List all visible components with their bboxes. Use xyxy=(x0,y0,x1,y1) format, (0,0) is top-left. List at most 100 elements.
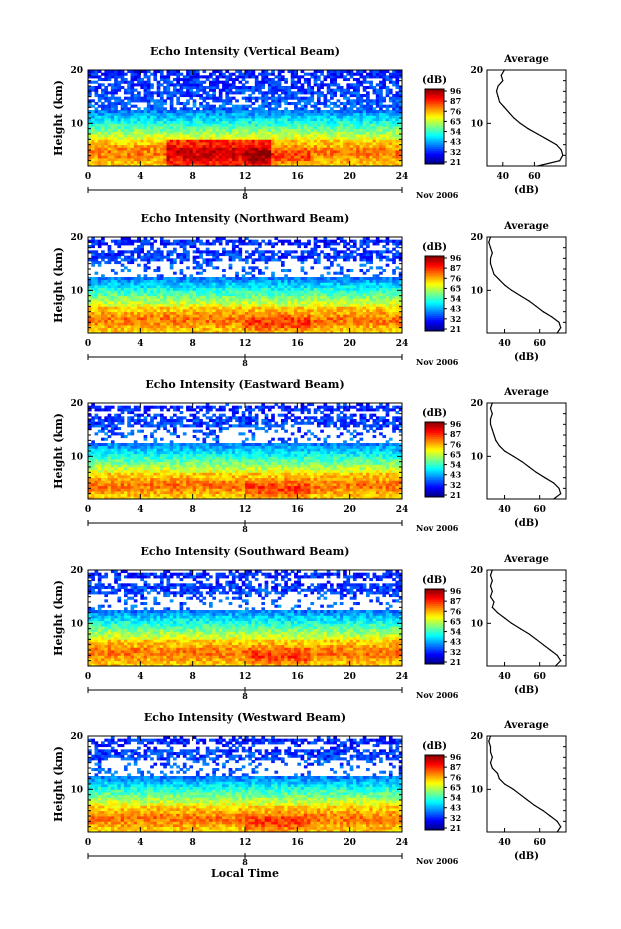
heatmap-cell xyxy=(254,112,259,116)
heatmap-cell xyxy=(215,139,220,143)
heatmap-cell xyxy=(169,118,174,122)
heatmap-cell xyxy=(97,128,102,132)
heatmap-cell xyxy=(388,78,393,82)
heatmap-cell xyxy=(107,144,112,148)
heatmap-cell xyxy=(199,317,203,321)
heatmap-cell xyxy=(110,290,115,294)
heatmap-cell xyxy=(258,309,262,313)
heatmap-cell xyxy=(212,99,216,103)
heatmap-cell xyxy=(192,118,197,122)
heatmap-cell xyxy=(359,102,364,106)
heatmap-cell xyxy=(146,99,151,103)
heatmap-cell xyxy=(182,120,187,124)
heatmap-cell xyxy=(133,83,138,87)
heatmap-cell xyxy=(146,309,151,313)
heatmap-cell xyxy=(114,75,118,79)
heatmap-cell xyxy=(294,160,298,164)
heatmap-cell xyxy=(120,163,125,167)
heatmap-cell xyxy=(343,160,347,164)
heatmap-cell xyxy=(352,285,357,289)
day-marker: 8 xyxy=(242,191,248,201)
heatmap-cell xyxy=(107,147,112,151)
heatmap-cell xyxy=(146,285,151,289)
heatmap-cell xyxy=(101,94,105,98)
heatmap-cell xyxy=(176,123,180,127)
heatmap-cell xyxy=(127,327,131,331)
heatmap-cell xyxy=(91,147,95,151)
heatmap-cell xyxy=(176,311,180,315)
heatmap-cell xyxy=(323,110,328,114)
heatmap-cell xyxy=(235,126,239,130)
heatmap-cell xyxy=(267,330,272,334)
heatmap-cell xyxy=(176,295,180,299)
heatmap-cell xyxy=(163,139,167,143)
heatmap-cell xyxy=(320,163,324,167)
heatmap-cell xyxy=(186,72,190,76)
heatmap-cell xyxy=(392,306,396,310)
heatmap-cell xyxy=(333,158,337,162)
heatmap-cell xyxy=(372,163,377,167)
heatmap-cell xyxy=(245,75,249,79)
heatmap-cell xyxy=(235,99,239,103)
heatmap-cell xyxy=(110,94,115,98)
heatmap-cell xyxy=(94,317,99,321)
heatmap-cell xyxy=(294,163,298,167)
heatmap-cell xyxy=(287,110,292,114)
heatmap-cell xyxy=(343,152,347,156)
heatmap-cell xyxy=(261,126,266,130)
heatmap-cell xyxy=(173,317,177,321)
heatmap-cell xyxy=(137,136,141,140)
heatmap-cell xyxy=(277,301,282,305)
heatmap-cell xyxy=(130,72,135,76)
heatmap-cell xyxy=(277,282,282,286)
heatmap-cell xyxy=(225,282,230,286)
heatmap-cell xyxy=(346,78,351,82)
heatmap-cell xyxy=(156,303,161,307)
heatmap-cell xyxy=(385,110,390,114)
heatmap-cell xyxy=(238,290,243,294)
heatmap-cell xyxy=(359,311,364,315)
heatmap-cell xyxy=(359,314,364,318)
heatmap-cell xyxy=(300,327,305,331)
heatmap-cell xyxy=(336,298,341,302)
colorbar-tick-label: 96 xyxy=(450,86,462,96)
heatmap-cell xyxy=(326,126,331,130)
heatmap-cell xyxy=(205,139,210,143)
heatmap-cell xyxy=(392,120,396,124)
heatmap-cell xyxy=(382,96,387,100)
heatmap-cell xyxy=(179,306,184,310)
heatmap-cell xyxy=(202,290,207,294)
heatmap-cell xyxy=(382,150,387,154)
colorbar-cell xyxy=(425,120,444,124)
heatmap-cell xyxy=(202,303,207,307)
heatmap-cell xyxy=(284,295,288,299)
heatmap-cell xyxy=(267,155,272,159)
heatmap-cell xyxy=(110,301,115,305)
heatmap-cell xyxy=(303,78,308,82)
heatmap-cell xyxy=(235,327,239,331)
heatmap-cell xyxy=(375,139,380,143)
heatmap-cell xyxy=(143,112,148,116)
heatmap-cell xyxy=(182,303,187,307)
heatmap-cell xyxy=(117,136,122,140)
heatmap-cell xyxy=(382,139,387,143)
heatmap-cell xyxy=(186,290,190,294)
heatmap-cell xyxy=(222,306,226,310)
heatmap-cell xyxy=(104,88,109,92)
heatmap-cell xyxy=(146,131,151,135)
heatmap-cell xyxy=(123,88,128,92)
colorbar-cell xyxy=(425,145,444,148)
heatmap-cell xyxy=(146,301,151,305)
heatmap-cell xyxy=(192,134,197,138)
heatmap-cell xyxy=(267,322,272,326)
heatmap-cell xyxy=(323,139,328,143)
heatmap-cell xyxy=(159,158,164,162)
heatmap-cell xyxy=(195,290,200,294)
heatmap-cell xyxy=(104,139,109,143)
heatmap-cell xyxy=(166,144,171,148)
heatmap-cell xyxy=(362,163,367,167)
heatmap-cell xyxy=(199,94,203,98)
heatmap-cell xyxy=(235,128,239,132)
heatmap-cell xyxy=(258,104,262,108)
heatmap-cell xyxy=(398,325,403,329)
